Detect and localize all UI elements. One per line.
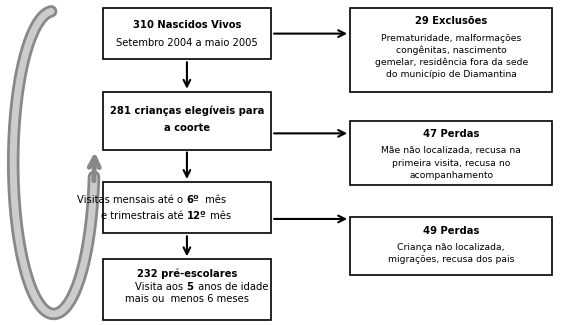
Text: 232 pré-escolares: 232 pré-escolares — [137, 268, 237, 279]
Text: 49 Perdas: 49 Perdas — [423, 226, 479, 236]
Text: migrações, recusa dos pais: migrações, recusa dos pais — [388, 255, 514, 264]
Text: Criança não localizada,: Criança não localizada, — [397, 243, 505, 252]
FancyBboxPatch shape — [103, 182, 271, 233]
Text: e trimestrais até: e trimestrais até — [101, 211, 186, 221]
Text: 5: 5 — [186, 281, 193, 292]
Text: gemelar, residência fora da sede: gemelar, residência fora da sede — [375, 58, 528, 67]
FancyBboxPatch shape — [103, 259, 271, 320]
Text: do município de Diamantina: do município de Diamantina — [386, 70, 516, 79]
Text: mais ou  menos 6 meses: mais ou menos 6 meses — [125, 294, 249, 305]
Text: mês: mês — [207, 211, 231, 221]
Text: 6º: 6º — [186, 195, 199, 204]
FancyBboxPatch shape — [350, 217, 553, 275]
Text: 12º: 12º — [186, 211, 206, 221]
FancyBboxPatch shape — [103, 8, 271, 59]
Text: primeira visita, recusa no: primeira visita, recusa no — [392, 159, 510, 168]
Text: Visitas mensais até o: Visitas mensais até o — [77, 195, 186, 204]
Text: Visita aos: Visita aos — [135, 281, 186, 292]
Text: congênitas, nascimento: congênitas, nascimento — [396, 46, 507, 55]
Text: 281 crianças elegíveis para: 281 crianças elegíveis para — [110, 106, 264, 116]
FancyBboxPatch shape — [350, 8, 553, 92]
Text: anos de idade: anos de idade — [195, 281, 268, 292]
Text: 29 Exclusões: 29 Exclusões — [415, 16, 487, 26]
Text: mês: mês — [202, 195, 225, 204]
Text: 310 Nascidos Vivos: 310 Nascidos Vivos — [133, 20, 241, 30]
FancyBboxPatch shape — [350, 121, 553, 185]
FancyBboxPatch shape — [103, 92, 271, 150]
Text: Mãe não localizada, recusa na: Mãe não localizada, recusa na — [381, 146, 521, 155]
Text: 47 Perdas: 47 Perdas — [423, 129, 479, 139]
Text: Setembro 2004 a maio 2005: Setembro 2004 a maio 2005 — [116, 38, 258, 48]
Text: Prematuridade, malformações: Prematuridade, malformações — [381, 33, 521, 43]
Text: a coorte: a coorte — [164, 123, 210, 133]
Text: acompanhamento: acompanhamento — [409, 171, 493, 180]
